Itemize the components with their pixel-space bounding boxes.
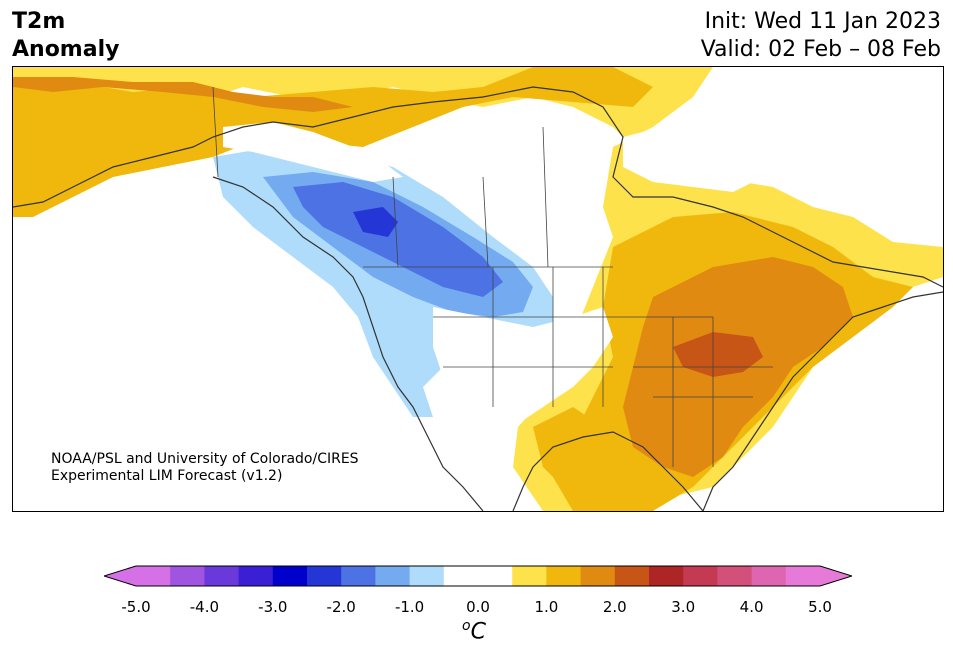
colorbar-tick-label: -5.0	[121, 598, 151, 616]
colorbar-tick-label: -1.0	[394, 598, 425, 616]
borders	[212, 86, 773, 467]
credit-line-1: NOAA/PSL and University of Colorado/CIRE…	[51, 451, 359, 467]
colorbar-segment	[580, 566, 616, 586]
neutral-area-arctic	[783, 67, 943, 217]
anomaly-map: NOAA/PSL and University of Colorado/CIRE…	[12, 66, 944, 512]
colorbar-svg	[102, 565, 854, 587]
init-date: Init: Wed 11 Jan 2023	[704, 9, 941, 34]
colorbar-segment	[136, 566, 171, 586]
unit-degree: o	[462, 618, 471, 634]
colorbar-segment	[272, 566, 308, 586]
colorbar-segment	[683, 566, 718, 586]
neutral-area-hudson	[623, 122, 773, 192]
colorbar-segment	[409, 566, 445, 586]
colorbar-segment	[341, 566, 376, 586]
colorbar-tick-label: 4.0	[739, 598, 764, 616]
coastlines	[13, 86, 943, 511]
colorbar-tick-label: 2.0	[602, 598, 627, 616]
colorbar-segment	[307, 566, 342, 586]
colorbar	[102, 564, 854, 592]
colorbar-tick-label: 5.0	[808, 598, 832, 616]
credit-text: NOAA/PSL and University of Colorado/CIRE…	[51, 451, 359, 485]
colorbar-tick-label: -4.0	[189, 598, 220, 616]
colorbar-tick-label: -3.0	[258, 598, 288, 616]
colorbar-segment	[204, 566, 240, 586]
colorbar-segment	[614, 566, 650, 586]
map-canvas	[13, 67, 943, 511]
warm-east-core	[673, 332, 763, 377]
colorbar-tick-label: 0.0	[466, 598, 490, 616]
colorbar-segment	[443, 566, 479, 586]
colorbar-segment	[238, 566, 274, 586]
colorbar-segment	[649, 566, 684, 586]
colorbar-tick-label: 1.0	[534, 598, 559, 616]
neutral-area-west	[223, 122, 403, 182]
unit-letter: C	[470, 619, 486, 645]
colorbar-tick-label: 3.0	[671, 598, 696, 616]
colorbar-segment	[546, 566, 582, 586]
colorbar-segment	[751, 566, 787, 586]
colorbar-segment	[512, 566, 547, 586]
map-title: T2m Anomaly	[12, 8, 119, 64]
colorbar-segment	[375, 566, 411, 586]
colorbar-segment	[478, 566, 513, 586]
colorbar-segment	[785, 566, 821, 586]
credit-line-2: Experimental LIM Forecast (v1.2)	[51, 468, 283, 484]
colorbar-over-arrow	[820, 566, 852, 586]
colorbar-segment	[717, 566, 753, 586]
valid-range: Valid: 02 Feb – 08 Feb	[700, 37, 941, 62]
warm-south-mid	[533, 407, 613, 497]
title-line-1: T2m	[12, 9, 66, 34]
title-line-2: Anomaly	[12, 37, 120, 62]
warm-north-dark	[13, 77, 353, 112]
colorbar-tick-label: -2.0	[326, 598, 356, 616]
cold-anomaly-mid	[293, 182, 503, 297]
forecast-dates: Init: Wed 11 Jan 2023 Valid: 02 Feb – 08…	[701, 8, 941, 64]
colorbar-unit: oC	[462, 618, 486, 644]
cold-anomaly-core	[353, 207, 398, 237]
colorbar-under-arrow	[104, 566, 136, 586]
colorbar-segment	[170, 566, 205, 586]
